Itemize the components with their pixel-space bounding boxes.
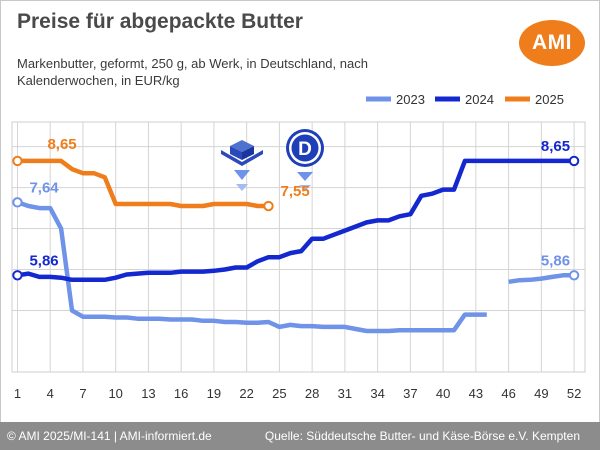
x-tick-label: 4 <box>47 386 54 401</box>
x-tick-label: 7 <box>79 386 86 401</box>
butter-package-icon <box>221 140 263 191</box>
series-marker-2025-start <box>12 155 23 167</box>
x-tick-label: 13 <box>141 386 155 401</box>
footer-source: Quelle: Süddeutsche Butter- und Käse-Bör… <box>264 429 580 443</box>
x-tick-label: 28 <box>305 386 319 401</box>
x-tick-label: 31 <box>338 386 352 401</box>
x-tick-label: 43 <box>469 386 483 401</box>
country-d-icon: D <box>286 129 324 191</box>
x-tick-label: 25 <box>272 386 286 401</box>
svg-text:D: D <box>298 139 312 160</box>
legend-label-2025: 2025 <box>535 92 564 107</box>
footer-copyright: © AMI 2025/MI-141 | AMI-informiert.de <box>7 429 212 443</box>
value-labels: 7,64 5,86 5,86 8,65 8,65 7,55 <box>29 136 570 269</box>
x-tick-label: 46 <box>501 386 515 401</box>
chart-title: Preise für abgepackte Butter <box>17 10 303 33</box>
x-tick-label: 16 <box>174 386 188 401</box>
x-axis-ticks: 1 4 7 10 13 16 19 22 25 28 31 34 37 40 43 46 49 52 <box>14 386 581 401</box>
line-chart: D 7,64 5,86 5,86 8,65 8,65 7,55 1 4 7 10 13 16 19 22… <box>11 92 586 401</box>
x-tick-label: 19 <box>207 386 221 401</box>
series-marker-2025-end <box>263 200 274 212</box>
series-line-2023 <box>508 273 575 285</box>
legend-label-2024: 2024 <box>465 92 494 107</box>
x-tick-label: 34 <box>370 386 384 401</box>
value-label-2024-start: 5,86 <box>29 252 58 269</box>
chart-legend: 2023 2024 2025 <box>366 92 564 107</box>
x-tick-label: 22 <box>239 386 253 401</box>
plot-border <box>11 121 586 373</box>
x-tick-label: 1 <box>14 386 21 401</box>
chart-icons: D <box>221 129 324 191</box>
chart-subtitle: Markenbutter, geformt, 250 g, ab Werk, i… <box>17 56 368 88</box>
series-line-2023 <box>16 200 487 334</box>
value-label-2024-end: 8,65 <box>541 138 570 155</box>
series-line-2025 <box>17 158 269 209</box>
series-marker-2023-start <box>12 197 23 208</box>
value-label-2023-end: 5,86 <box>541 252 570 269</box>
x-tick-label: 10 <box>108 386 122 401</box>
ami-logo: AMI <box>519 20 585 66</box>
value-label-2023-start: 7,64 <box>29 179 59 196</box>
series-lines <box>16 158 575 334</box>
series-line-2024 <box>17 158 575 283</box>
footer-bar: © AMI 2025/MI-141 | AMI-informiert.de Qu… <box>0 422 600 450</box>
series-marker-2023-end <box>568 270 580 281</box>
series-marker-2024-end <box>568 155 580 167</box>
x-tick-label: 37 <box>403 386 417 401</box>
legend-label-2023: 2023 <box>396 92 425 107</box>
x-tick-label: 49 <box>534 386 548 401</box>
x-tick-label: 52 <box>567 386 581 401</box>
series-marker-2024-start <box>12 270 23 281</box>
series-markers <box>12 155 580 281</box>
value-label-2025-end: 7,55 <box>280 183 309 200</box>
value-label-2025-start: 8,65 <box>47 136 76 153</box>
x-tick-label: 40 <box>436 386 450 401</box>
